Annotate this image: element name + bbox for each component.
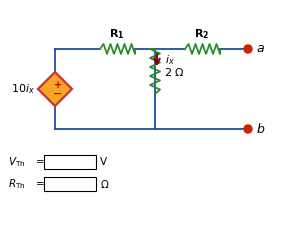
Text: $V_{\rm Th}$: $V_{\rm Th}$ — [8, 155, 25, 169]
Bar — [44, 155, 96, 169]
Text: $\mathbf{R_1}$: $\mathbf{R_1}$ — [109, 27, 125, 41]
Text: $b$: $b$ — [256, 122, 265, 136]
Text: 2 $\Omega$: 2 $\Omega$ — [164, 65, 184, 78]
Text: $a$: $a$ — [256, 42, 265, 55]
Text: V: V — [100, 157, 107, 167]
Text: =: = — [36, 157, 45, 167]
Text: +: + — [54, 80, 62, 90]
Text: $10i_x$: $10i_x$ — [11, 82, 35, 96]
Text: =: = — [36, 179, 45, 189]
Circle shape — [244, 45, 252, 53]
Bar — [44, 177, 96, 191]
Text: $R_{\rm Th}$: $R_{\rm Th}$ — [8, 177, 26, 191]
Text: −: − — [53, 89, 63, 99]
Polygon shape — [38, 72, 72, 106]
Text: $i_x$: $i_x$ — [165, 53, 175, 67]
Text: $\Omega$: $\Omega$ — [100, 178, 109, 190]
Text: $\mathbf{R_2}$: $\mathbf{R_2}$ — [194, 27, 210, 41]
Circle shape — [244, 125, 252, 133]
